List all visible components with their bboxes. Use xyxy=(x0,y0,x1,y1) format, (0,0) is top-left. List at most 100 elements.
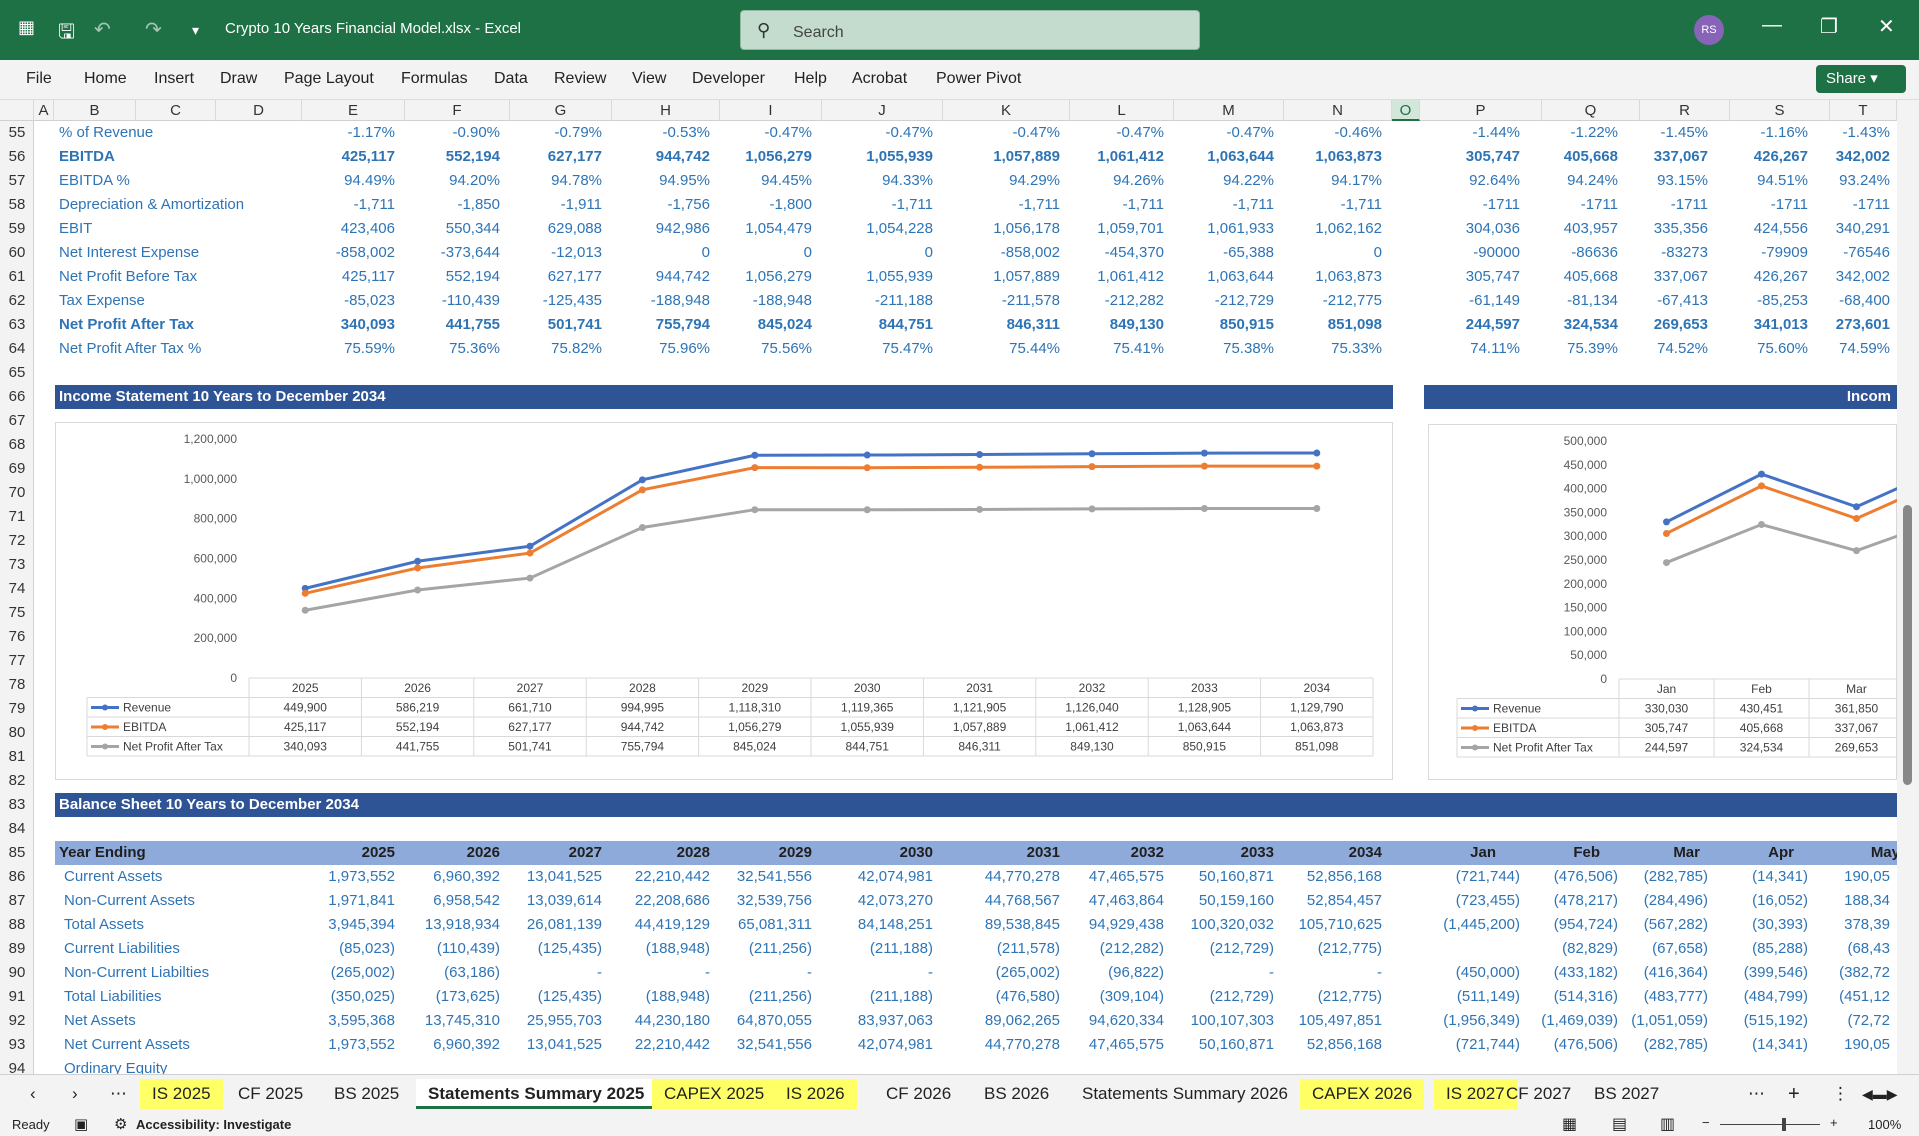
value-cell[interactable]: -0.47% xyxy=(885,124,933,141)
value-cell[interactable]: -1,711 xyxy=(891,196,933,213)
value-cell[interactable]: 1,061,412 xyxy=(1097,268,1164,285)
value-cell[interactable]: -1,711 xyxy=(1232,196,1274,213)
column-header-a[interactable]: A xyxy=(34,100,54,121)
row-header[interactable]: 74 xyxy=(8,580,26,597)
value-cell[interactable]: - xyxy=(1377,964,1382,981)
data-point[interactable] xyxy=(751,451,759,459)
value-cell[interactable]: 44,770,278 xyxy=(984,868,1060,885)
row-label[interactable]: EBITDA % xyxy=(59,172,130,189)
avatar[interactable]: RS xyxy=(1694,15,1724,45)
month-value-cell[interactable]: (721,744) xyxy=(1455,1036,1520,1053)
value-cell[interactable]: (211,188) xyxy=(869,940,933,957)
value-cell[interactable]: 105,497,851 xyxy=(1298,1012,1382,1029)
value-cell[interactable]: -1,800 xyxy=(769,196,812,213)
share-button[interactable]: Share ▾ xyxy=(1816,65,1906,93)
value-cell[interactable]: 13,041,525 xyxy=(526,1036,602,1053)
value-cell[interactable]: 1,061,933 xyxy=(1207,220,1274,237)
value-cell[interactable]: 844,751 xyxy=(878,316,933,333)
month-value-cell[interactable]: 378,39 xyxy=(1844,916,1890,933)
value-cell[interactable]: 42,073,270 xyxy=(857,892,933,909)
tab-is-2025[interactable]: IS 2025 xyxy=(140,1079,223,1109)
value-cell[interactable]: 83,937,063 xyxy=(857,1012,933,1029)
value-cell[interactable]: 94.33% xyxy=(882,172,933,189)
value-cell[interactable]: 846,311 xyxy=(1006,316,1060,333)
month-value-cell[interactable]: 342,002 xyxy=(1835,268,1890,285)
tab-capex-2026[interactable]: CAPEX 2026 xyxy=(1300,1079,1425,1109)
month-value-cell[interactable]: (483,777) xyxy=(1643,988,1708,1005)
row-header[interactable]: 83 xyxy=(8,796,26,813)
row-header[interactable]: 79 xyxy=(8,700,26,717)
month-value-cell[interactable]: 304,036 xyxy=(1465,220,1520,237)
value-cell[interactable]: 1,054,228 xyxy=(866,220,933,237)
value-cell[interactable]: 50,159,160 xyxy=(1198,892,1274,909)
value-cell[interactable]: (309,104) xyxy=(1099,988,1164,1005)
value-cell[interactable]: (85,023) xyxy=(339,940,395,957)
month-value-cell[interactable]: (282,785) xyxy=(1643,1036,1708,1053)
row-header[interactable]: 86 xyxy=(8,868,26,885)
value-cell[interactable]: 849,130 xyxy=(1109,316,1164,333)
row-header[interactable]: 90 xyxy=(8,964,26,981)
data-point[interactable] xyxy=(1758,521,1765,529)
row-header[interactable]: 85 xyxy=(8,844,26,861)
tab-bs-2025[interactable]: BS 2025 xyxy=(334,1084,400,1103)
month-value-cell[interactable]: -83273 xyxy=(1661,244,1708,261)
add-sheet-icon[interactable]: + xyxy=(1788,1083,1800,1105)
value-cell[interactable]: - xyxy=(928,964,933,981)
month-value-cell[interactable]: (1,469,039) xyxy=(1541,1012,1618,1029)
month-value-cell[interactable]: -90000 xyxy=(1473,244,1520,261)
row-header[interactable]: 76 xyxy=(8,628,26,645)
tab-bs-2026[interactable]: BS 2026 xyxy=(984,1084,1050,1103)
month-value-cell[interactable]: 190,05 xyxy=(1844,1036,1890,1053)
column-header-q[interactable]: Q xyxy=(1542,100,1640,121)
tab-statements-summary-2025[interactable]: Statements Summary 2025 xyxy=(416,1079,657,1109)
column-header-f[interactable]: F xyxy=(405,100,510,121)
month-value-cell[interactable]: -1.22% xyxy=(1570,124,1618,141)
value-cell[interactable]: 1,055,939 xyxy=(866,268,933,285)
search-input[interactable]: ⚲ Search xyxy=(740,10,1200,50)
menu-page-layout[interactable]: Page Layout xyxy=(284,70,374,87)
month-value-cell[interactable]: (723,455) xyxy=(1455,892,1520,909)
column-header-h[interactable]: H xyxy=(612,100,720,121)
menu-home[interactable]: Home xyxy=(84,70,127,87)
value-cell[interactable]: 850,915 xyxy=(1219,316,1274,333)
month-value-cell[interactable]: -79909 xyxy=(1761,244,1808,261)
value-cell[interactable]: (212,282) xyxy=(1099,940,1164,957)
month-value-cell[interactable]: (476,506) xyxy=(1553,1036,1618,1053)
value-cell[interactable]: -0.47% xyxy=(764,124,812,141)
data-point[interactable] xyxy=(1758,482,1765,490)
month-header[interactable]: Apr xyxy=(1768,844,1794,861)
row-label[interactable]: % of Revenue xyxy=(59,124,154,141)
value-cell[interactable]: 1,062,162 xyxy=(1315,220,1382,237)
series-line-ebitda[interactable] xyxy=(304,464,1317,595)
data-point[interactable] xyxy=(1853,515,1860,523)
row-header[interactable]: 58 xyxy=(8,196,26,213)
data-point[interactable] xyxy=(1313,449,1321,457)
month-value-cell[interactable]: (450,000) xyxy=(1455,964,1520,981)
value-cell[interactable]: 84,148,251 xyxy=(857,916,933,933)
data-point[interactable] xyxy=(414,586,422,594)
row-label[interactable]: Net Current Assets xyxy=(64,1036,190,1053)
month-value-cell[interactable]: -1.45% xyxy=(1660,124,1708,141)
sheet-options-icon[interactable]: ⋮ xyxy=(1832,1084,1849,1103)
row-header[interactable]: 89 xyxy=(8,940,26,957)
value-cell[interactable]: 65,081,311 xyxy=(738,916,812,933)
zoom-slider-thumb[interactable] xyxy=(1782,1118,1786,1131)
value-cell[interactable]: -0.47% xyxy=(1012,124,1060,141)
value-cell[interactable]: - xyxy=(597,964,602,981)
value-cell[interactable]: -65,388 xyxy=(1223,244,1274,261)
data-point[interactable] xyxy=(526,549,534,557)
value-cell[interactable]: 6,960,392 xyxy=(433,868,500,885)
value-cell[interactable]: 89,538,845 xyxy=(984,916,1060,933)
value-cell[interactable]: -1,711 xyxy=(353,196,395,213)
value-cell[interactable]: 94,929,438 xyxy=(1088,916,1164,933)
month-value-cell[interactable]: (511,149) xyxy=(1456,988,1520,1005)
value-cell[interactable]: 52,856,168 xyxy=(1306,1036,1382,1053)
month-value-cell[interactable]: -81,134 xyxy=(1567,292,1618,309)
value-cell[interactable]: 627,177 xyxy=(547,148,602,165)
data-point[interactable] xyxy=(414,557,422,565)
month-value-cell[interactable]: 92.64% xyxy=(1469,172,1520,189)
value-cell[interactable]: (265,002) xyxy=(995,964,1060,981)
value-cell[interactable]: -188,948 xyxy=(752,292,812,309)
row-label[interactable]: Total Liabilities xyxy=(64,988,162,1005)
column-header-j[interactable]: J xyxy=(822,100,943,121)
